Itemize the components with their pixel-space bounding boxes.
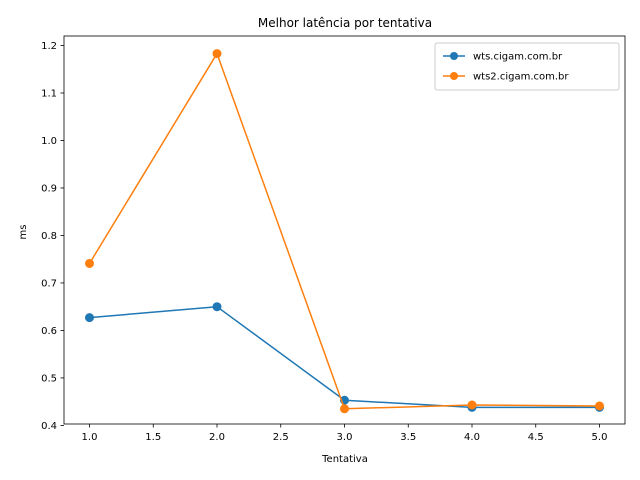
chart-title: Melhor latência por tentativa (258, 16, 432, 30)
data-point (85, 313, 94, 323)
y-tick-label: 1.2 (41, 41, 57, 52)
x-tick-label: 4.0 (464, 432, 480, 443)
legend: wts.cigam.com.br wts2.cigam.com.br (434, 42, 620, 91)
plot-area (63, 35, 626, 425)
y-tick-label: 1.0 (41, 136, 57, 147)
x-tick-label: 5.0 (592, 432, 608, 443)
y-tick-label: 0.5 (41, 373, 57, 384)
axes: 1.0 1.5 2.0 2.5 3.0 3.5 4.0 4.5 5.0 0.4 0.5 0.6 0.7 0… (41, 41, 607, 443)
y-tick-label: 0.8 (41, 231, 57, 242)
y-tick-label: 0.7 (41, 278, 57, 289)
plot-frame (63, 35, 626, 425)
legend-item: wts2.cigam.com.br (443, 72, 569, 83)
x-tick-label: 4.5 (528, 432, 544, 443)
x-tick-label: 3.5 (400, 432, 416, 443)
legend-marker (450, 72, 458, 80)
y-tick-label: 0.4 (41, 421, 57, 432)
data-point (212, 302, 222, 312)
x-tick-label: 1.5 (145, 432, 161, 443)
data-point (85, 258, 94, 268)
y-axis-label: ms (18, 225, 29, 240)
data-point (212, 49, 222, 59)
x-axis-label: Tentativa (321, 454, 368, 465)
legend-item: wts.cigam.com.br (443, 52, 563, 63)
series-2 (85, 49, 604, 414)
data-point (595, 401, 604, 411)
data-point (340, 404, 349, 414)
x-tick-label: 2.0 (209, 432, 225, 443)
x-tick-label: 2.5 (273, 432, 289, 443)
legend-marker (450, 52, 458, 60)
legend-label: wts.cigam.com.br (473, 52, 563, 63)
y-tick-label: 0.9 (41, 183, 57, 194)
series-layer (85, 49, 604, 414)
x-tick-label: 3.0 (337, 432, 353, 443)
y-tick-label: 0.6 (41, 326, 57, 337)
legend-label: wts2.cigam.com.br (473, 72, 569, 83)
y-tick-label: 1.1 (41, 88, 57, 99)
data-point (467, 400, 477, 410)
legend-box (434, 42, 620, 91)
x-tick-label: 1.0 (82, 432, 98, 443)
